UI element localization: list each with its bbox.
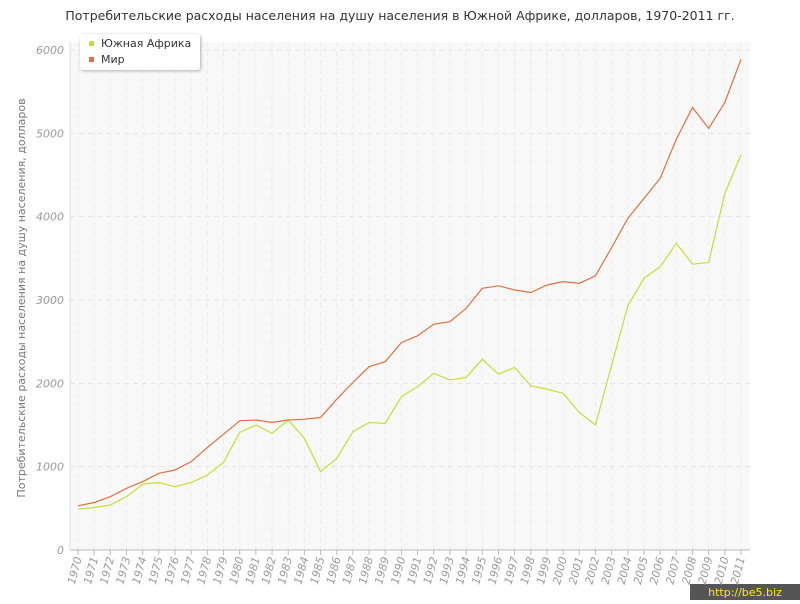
series-line xyxy=(77,58,742,507)
legend-label: Мир xyxy=(101,53,125,66)
y-tick-label: 1000 xyxy=(36,461,64,474)
y-tick-label: 5000 xyxy=(36,127,64,140)
y-axis-label: Потребительские расходы населения на душ… xyxy=(15,98,28,497)
plot-area xyxy=(70,42,750,550)
y-tick-label: 3000 xyxy=(36,294,64,307)
legend-label: Южная Африка xyxy=(101,37,191,50)
y-tick-label: 0 xyxy=(57,544,64,557)
legend-box xyxy=(80,34,200,70)
y-tick-label: 6000 xyxy=(36,44,64,57)
chart-title: Потребительские расходы населения на душ… xyxy=(65,8,734,23)
series-line xyxy=(77,154,742,510)
y-tick-label: 2000 xyxy=(36,377,64,390)
watermark-bg xyxy=(690,584,800,600)
y-tick-label: 4000 xyxy=(36,211,64,224)
legend-swatch xyxy=(89,41,94,46)
watermark: http://be5.biz xyxy=(708,586,782,599)
legend-swatch xyxy=(89,57,94,62)
